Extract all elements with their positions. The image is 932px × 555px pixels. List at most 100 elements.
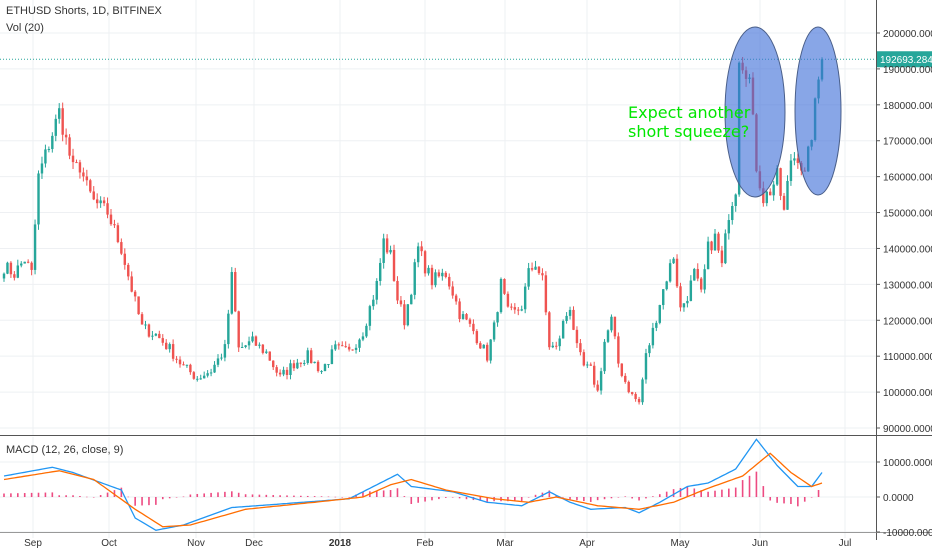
macd-histogram-bar xyxy=(451,497,454,498)
candle-body xyxy=(534,266,537,270)
candle-body xyxy=(499,278,503,313)
candle-body xyxy=(368,306,372,326)
x-axis-label: Feb xyxy=(416,538,434,549)
macd-series-line-signal xyxy=(3,452,823,528)
candle-body xyxy=(617,336,620,364)
candle-body xyxy=(44,149,47,164)
candle-body xyxy=(182,364,185,366)
candle-body xyxy=(2,273,6,279)
candle-body xyxy=(510,306,513,308)
macd-histogram-bar xyxy=(520,497,523,502)
candle-body xyxy=(127,264,130,277)
candle-body xyxy=(272,360,275,368)
candle-body xyxy=(116,225,120,243)
candle-body xyxy=(416,246,420,263)
candle-body xyxy=(261,344,265,353)
y-tick-label: 120000.0000 xyxy=(883,316,932,327)
candle-body xyxy=(444,272,447,277)
candle-body xyxy=(720,250,724,264)
macd-histogram-bar xyxy=(230,491,233,497)
candle-body xyxy=(475,331,479,344)
macd-histogram-bar xyxy=(79,496,81,497)
candle-body xyxy=(513,307,517,310)
candle-body xyxy=(40,163,44,174)
candle-body xyxy=(6,262,9,274)
candle-body xyxy=(223,344,227,358)
macd-histogram-bar xyxy=(734,487,737,497)
candle-body xyxy=(196,378,199,380)
candle-body xyxy=(682,303,686,308)
candle-body xyxy=(33,224,37,270)
candle-body xyxy=(479,343,482,349)
candle-body xyxy=(641,379,644,403)
macd-histogram-bar xyxy=(741,480,744,497)
candle-body xyxy=(592,365,596,385)
candle-body xyxy=(561,320,565,339)
macd-histogram-bar xyxy=(596,497,599,501)
candle-body xyxy=(651,327,655,346)
candle-body xyxy=(765,191,768,204)
candle-body xyxy=(37,173,40,225)
candle-body xyxy=(102,200,106,204)
candle-body xyxy=(427,267,430,274)
macd-histogram-bar xyxy=(86,496,88,498)
macd-histogram-bar xyxy=(168,497,171,499)
candle-body xyxy=(624,375,627,382)
candle-body xyxy=(206,373,209,376)
candle-body xyxy=(82,172,85,177)
candle-body xyxy=(579,343,582,353)
candle-body xyxy=(23,261,26,264)
candle-body xyxy=(113,224,116,226)
macd-histogram-bar xyxy=(803,497,806,502)
macd-histogram-bar xyxy=(458,497,461,499)
candle-body xyxy=(503,278,506,294)
macd-histogram-bar xyxy=(431,497,433,501)
macd-histogram-bar xyxy=(127,496,130,498)
x-axis-label: Sep xyxy=(24,538,42,549)
candle-body xyxy=(99,200,102,204)
candle-body xyxy=(234,272,237,312)
macd-indicator-label: MACD (12, 26, close, 9) xyxy=(6,444,124,456)
candle-body xyxy=(61,108,64,135)
candle-body xyxy=(610,316,613,331)
macd-histogram-bar xyxy=(652,496,654,497)
macd-histogram-bar xyxy=(610,497,613,499)
candle-body xyxy=(789,160,793,181)
candle-body xyxy=(95,199,99,204)
candle-body xyxy=(344,346,347,348)
candle-body xyxy=(171,344,175,359)
candle-body xyxy=(637,399,641,403)
macd-histogram-bar xyxy=(486,497,489,502)
macd-histogram-bar xyxy=(417,497,419,503)
candle-body xyxy=(337,344,341,346)
macd-histogram-bar xyxy=(382,490,385,497)
x-axis-label: Nov xyxy=(187,538,205,549)
macd-histogram-bar xyxy=(790,497,792,504)
macd-histogram-bar xyxy=(293,495,295,497)
candle-body xyxy=(703,269,706,290)
macd-histogram-bar xyxy=(265,494,268,497)
candle-body xyxy=(130,276,133,292)
macd-histogram-bar xyxy=(148,497,150,506)
x-axis-label: 2018 xyxy=(329,538,352,549)
macd-histogram-bar xyxy=(203,493,205,497)
candle-body xyxy=(541,273,544,276)
candle-body xyxy=(630,392,634,394)
candle-body xyxy=(361,336,365,340)
macd-histogram-bar xyxy=(106,492,109,497)
candle-body xyxy=(537,266,541,274)
candle-body xyxy=(724,233,727,264)
candle-body xyxy=(496,312,499,323)
macd-histogram-bar xyxy=(783,497,785,504)
candle-body xyxy=(675,258,679,287)
candle-body xyxy=(731,205,734,221)
chart-symbol-title: ETHUSD Shorts, 1D, BITFINEX xyxy=(6,5,162,17)
candle-body xyxy=(30,262,33,270)
candle-body xyxy=(399,300,403,305)
y-tick-label: 140000.0000 xyxy=(883,244,932,255)
candle-body xyxy=(489,339,492,361)
candle-body xyxy=(634,393,637,400)
y-tick-label: 150000.0000 xyxy=(883,209,932,220)
